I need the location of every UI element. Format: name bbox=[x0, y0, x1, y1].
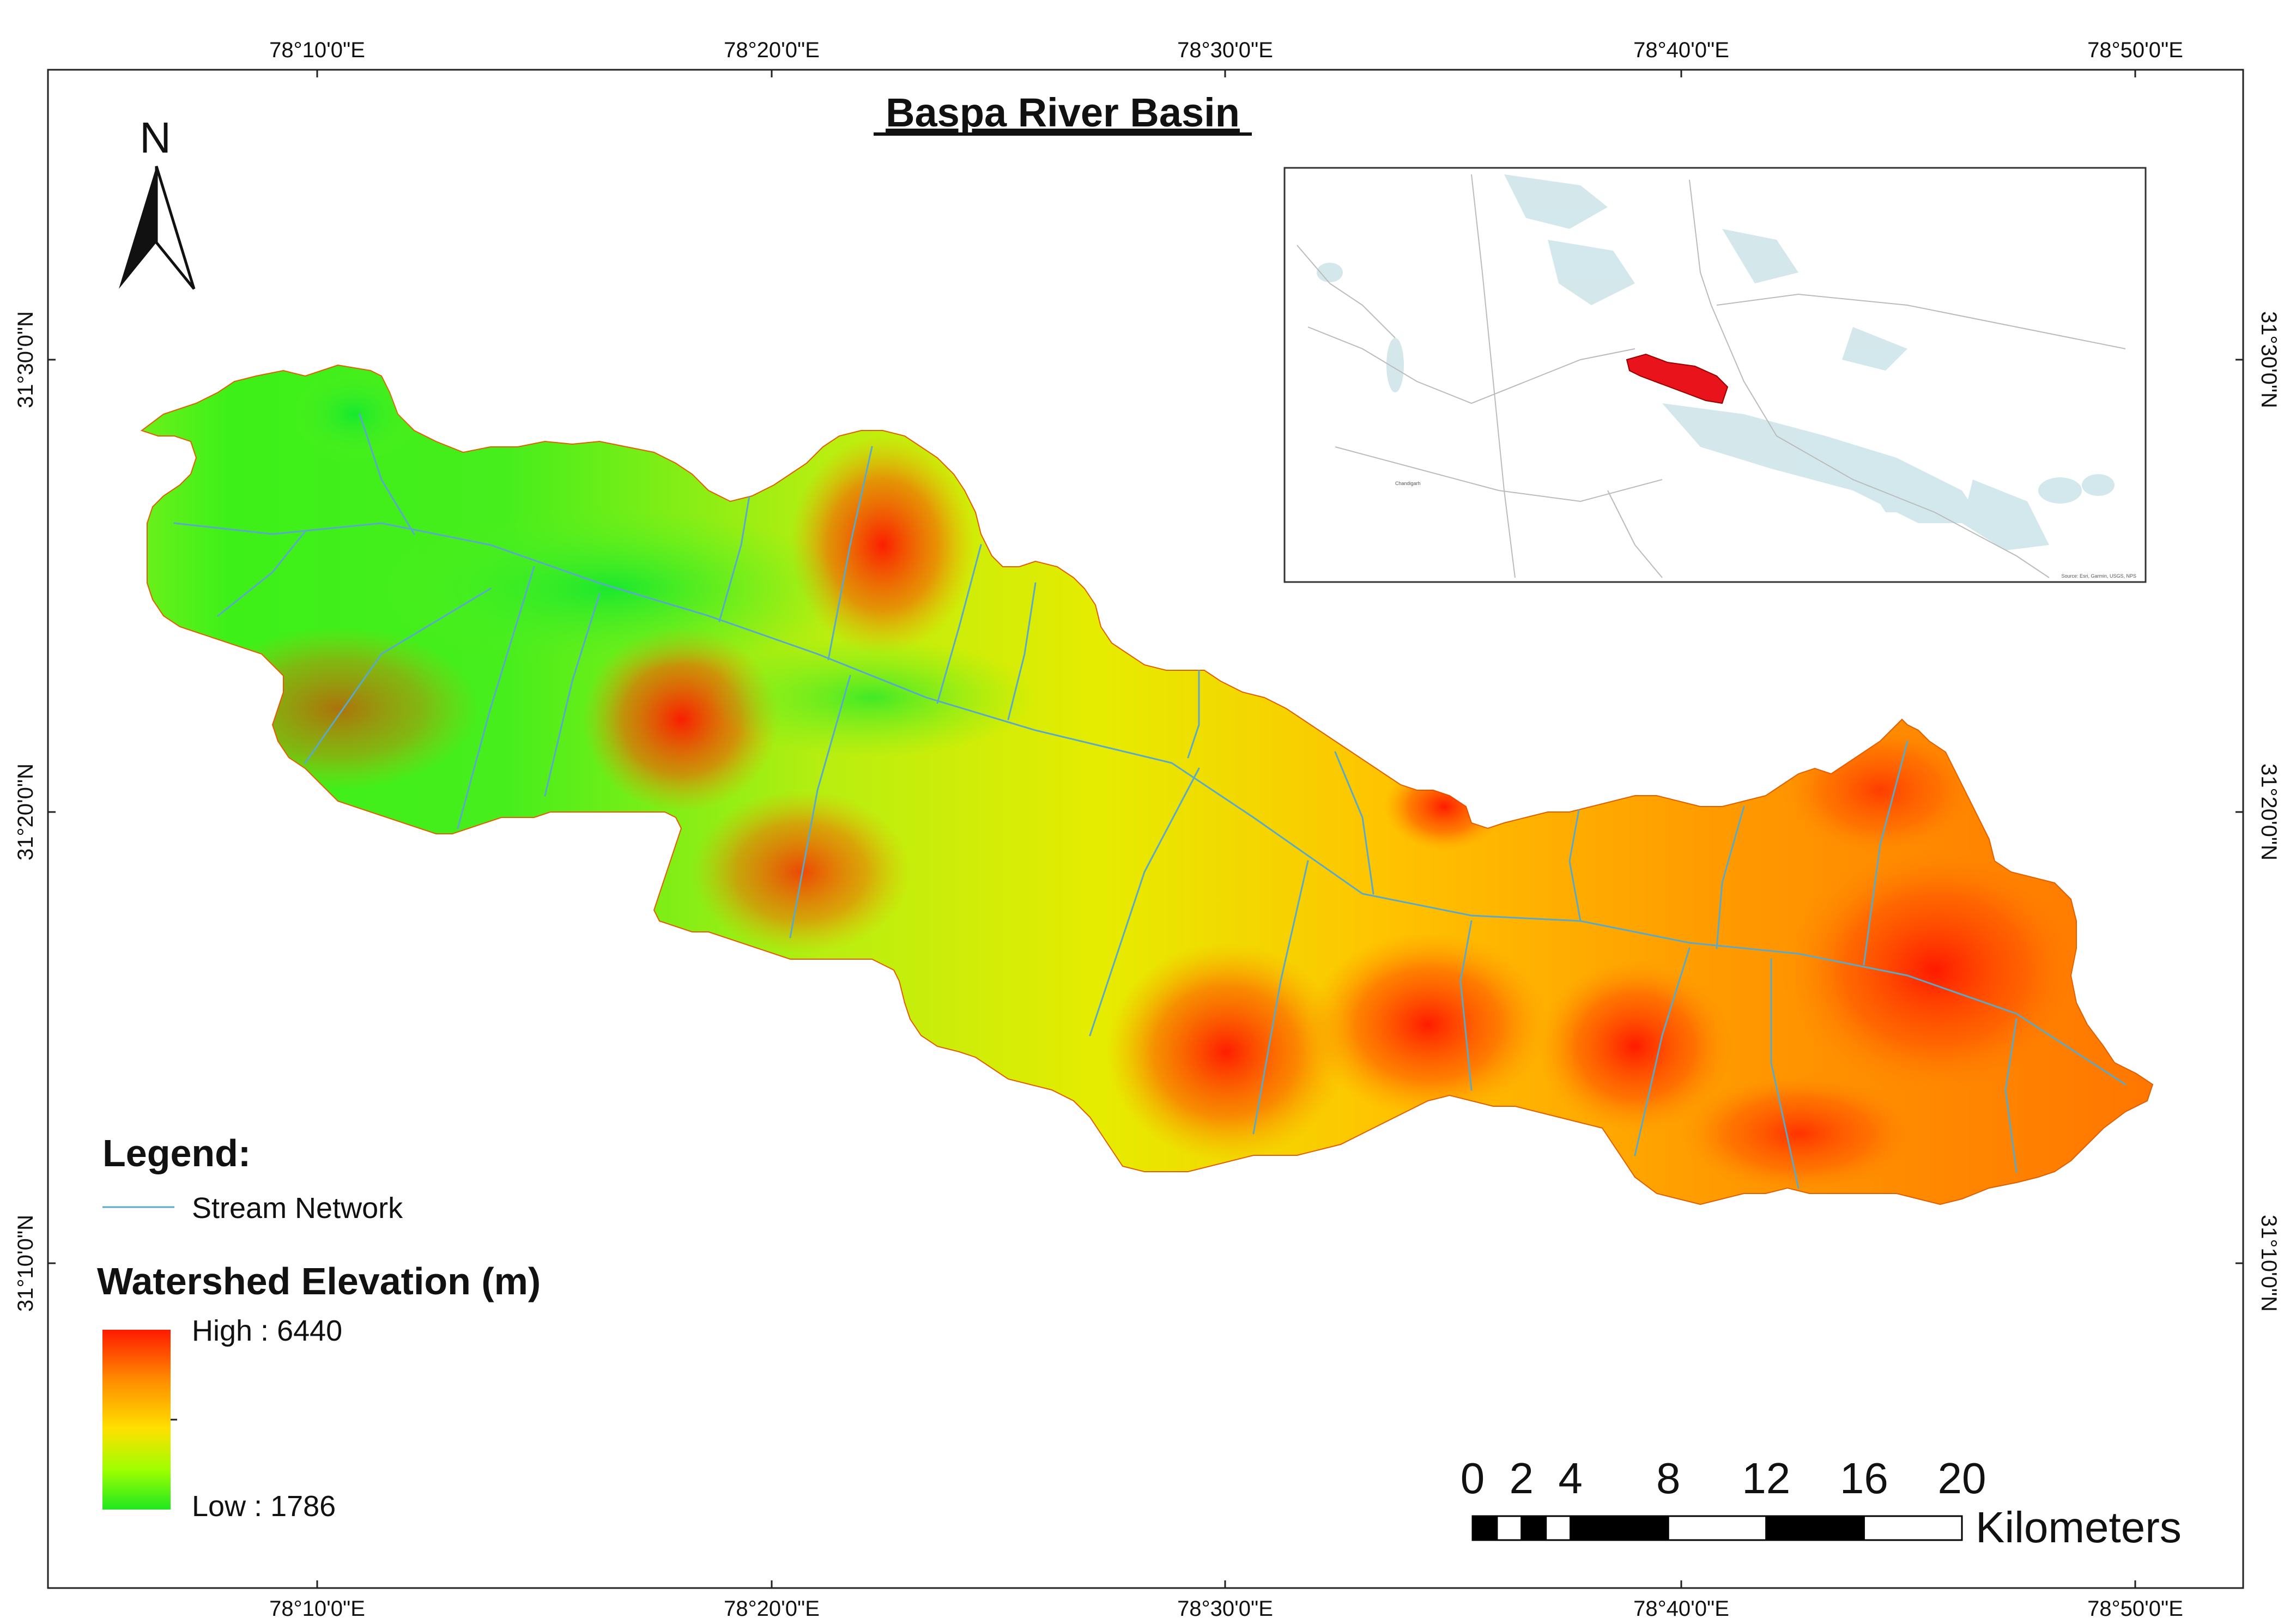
longitude-labels-top: 78°10'0"E 78°20'0"E 78°30'0"E 78°40'0"E 78°5… bbox=[269, 38, 2183, 62]
longitude-label-top: 78°40'0"E bbox=[1633, 38, 1729, 62]
scale-bar-segment bbox=[1667, 1515, 1767, 1541]
scale-bar-tick-label: 20 bbox=[1938, 1454, 1986, 1502]
latitude-label-right: 31°20'0"N bbox=[2257, 763, 2281, 861]
longitude-label-top: 78°30'0"E bbox=[1177, 38, 1273, 62]
longitude-label-bottom: 78°20'0"E bbox=[724, 1597, 820, 1621]
map-title: Baspa River Basin bbox=[886, 90, 1240, 135]
longitude-label-top: 78°20'0"E bbox=[724, 38, 820, 62]
elevation-color-ramp bbox=[102, 1330, 171, 1510]
longitude-label-bottom: 78°40'0"E bbox=[1633, 1597, 1729, 1621]
scale-bar-tick-label: 2 bbox=[1510, 1454, 1534, 1502]
latitude-label-left: 31°30'0"N bbox=[14, 311, 38, 408]
scale-bar-tick-label: 12 bbox=[1742, 1454, 1790, 1502]
scale-bar-segment bbox=[1471, 1515, 1498, 1541]
scale-bar-tick-label: 8 bbox=[1656, 1454, 1681, 1502]
scale-bar-segment bbox=[1570, 1515, 1669, 1541]
latitude-label-right: 31°10'0"N bbox=[2257, 1215, 2281, 1312]
scale-bar-tick-label: 16 bbox=[1840, 1454, 1888, 1502]
inset-attribution: Source: Esri, Garmin, USGS, NPS bbox=[2061, 573, 2136, 579]
longitude-label-bottom: 78°50'0"E bbox=[2087, 1597, 2183, 1621]
scale-bar-segment bbox=[1765, 1515, 1865, 1541]
stream-network bbox=[173, 413, 2127, 1189]
inset-basin-highlight bbox=[1626, 353, 1729, 404]
elevation-high-label: High : 6440 bbox=[192, 1314, 342, 1347]
longitude-label-top: 78°50'0"E bbox=[2087, 38, 2183, 62]
inset-place-label: Chandigarh bbox=[1395, 481, 1421, 486]
latitude-label-right: 31°30'0"N bbox=[2257, 311, 2281, 408]
scale-bar-tick-labels: 0 2 4 8 12 16 20 bbox=[1461, 1454, 1986, 1502]
latitude-labels-right: 31°30'0"N 31°20'0"N 31°10'0"N bbox=[2257, 311, 2281, 1312]
inset-glaciers bbox=[1317, 174, 2115, 550]
elevation-low-label: Low : 1786 bbox=[192, 1490, 336, 1523]
inset-locator-map: Chandigarh Source: Esri, Garmin, USGS, N… bbox=[1283, 167, 2147, 583]
north-arrow-label: N bbox=[140, 113, 171, 162]
longitude-label-bottom: 78°30'0"E bbox=[1177, 1597, 1273, 1621]
latitude-label-left: 31°10'0"N bbox=[14, 1215, 38, 1312]
scale-bar-segments bbox=[1471, 1515, 1963, 1541]
watershed-elevation-surface bbox=[140, 364, 2154, 1205]
latitude-label-left: 31°20'0"N bbox=[14, 763, 38, 861]
north-arrow-light-half bbox=[155, 166, 196, 290]
scale-bar-tick-label: 0 bbox=[1461, 1454, 1485, 1502]
longitude-labels-bottom: 78°10'0"E 78°20'0"E 78°30'0"E 78°40'0"E 78°5… bbox=[269, 1597, 2183, 1621]
scale-bar-tick-label: 4 bbox=[1558, 1454, 1583, 1502]
longitude-label-bottom: 78°10'0"E bbox=[269, 1597, 365, 1621]
scale-bar-segment bbox=[1520, 1515, 1547, 1541]
scale-bar-segment bbox=[1863, 1515, 1963, 1541]
elevation-heading: Watershed Elevation (m) bbox=[97, 1260, 541, 1302]
inset-roads bbox=[1297, 174, 2126, 578]
stream-network-label: Stream Network bbox=[192, 1192, 403, 1225]
north-arrow: N bbox=[119, 113, 196, 290]
elevation-shading bbox=[196, 365, 2087, 1193]
scale-bar: 0 2 4 8 12 16 20 Kilometers bbox=[1461, 1454, 2182, 1552]
scale-bar-segment bbox=[1496, 1515, 1523, 1541]
scale-bar-unit: Kilometers bbox=[1976, 1503, 2182, 1552]
scale-bar-segment bbox=[1545, 1515, 1572, 1541]
north-arrow-dark-half bbox=[119, 166, 156, 289]
legend-heading: Legend: bbox=[102, 1132, 251, 1174]
map-frame bbox=[47, 69, 2244, 1589]
latitude-labels-left: 31°30'0"N 31°20'0"N 31°10'0"N bbox=[14, 311, 38, 1312]
longitude-label-top: 78°10'0"E bbox=[269, 38, 365, 62]
legend: Legend: Stream Network Watershed Elevati… bbox=[97, 1132, 541, 1523]
